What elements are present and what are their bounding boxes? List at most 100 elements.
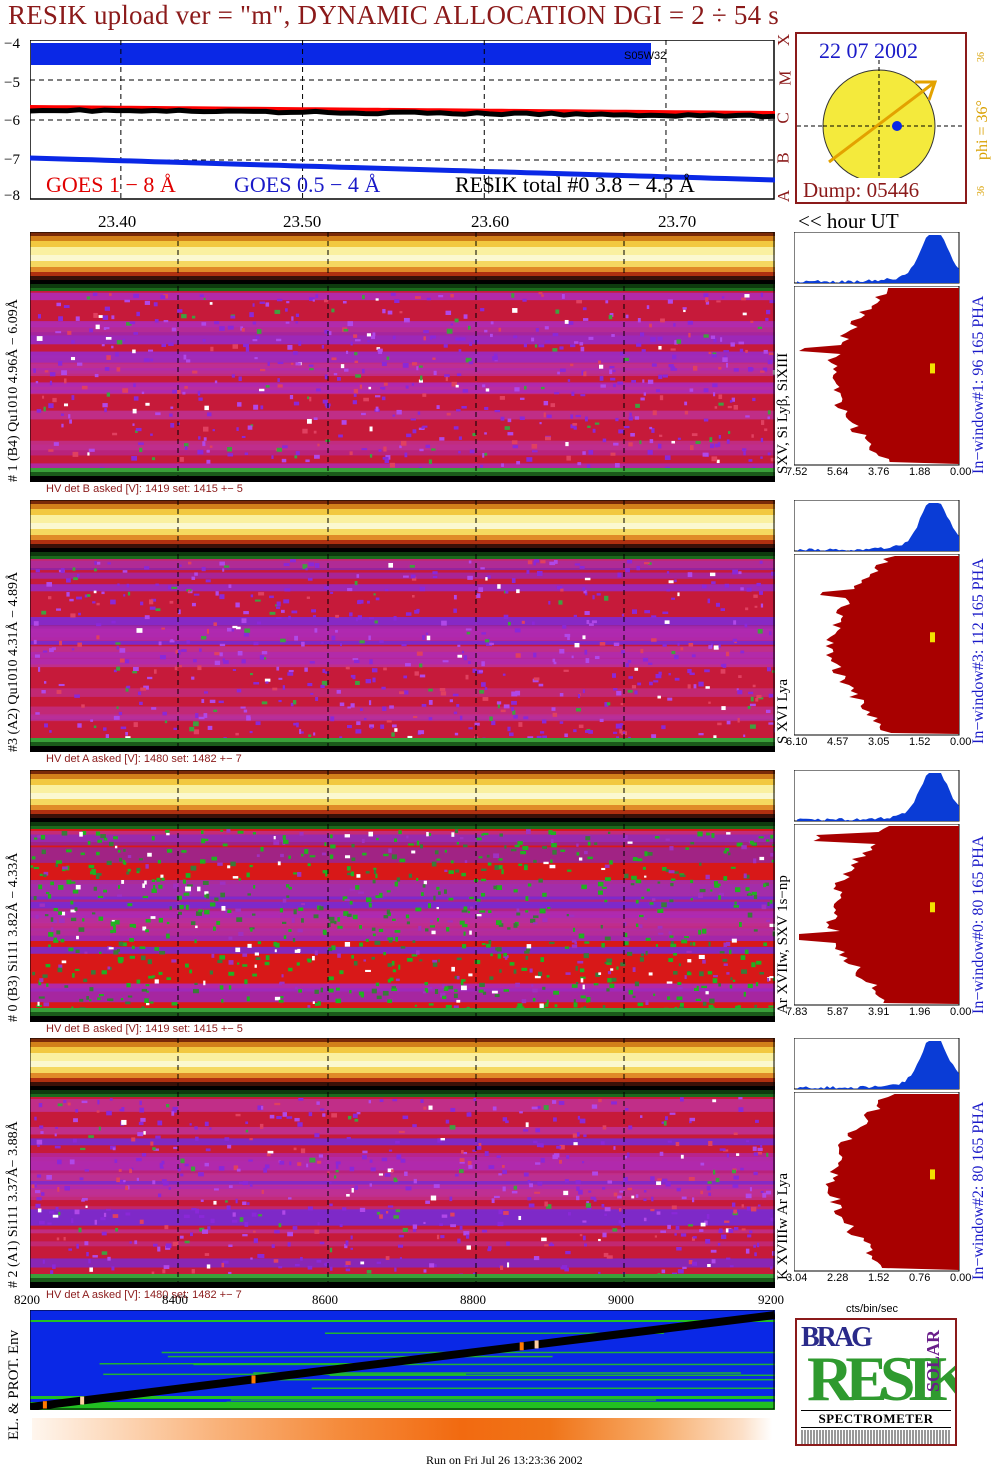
spectrum-profile <box>794 286 960 466</box>
env-marker <box>534 1340 539 1349</box>
detector-label: # 1 (B4) Qu1010 4.96Å − 6.09Å <box>6 299 21 482</box>
observation-date: 22 07 2002 <box>819 38 918 63</box>
spectrogram-panel: #3 (A2) Qu1010 4.31Å − 4.89Å HV det A ask… <box>0 500 1004 772</box>
x-tick-label: 8600 <box>312 1292 338 1307</box>
goes-series-line <box>30 107 775 120</box>
class-letter: C <box>773 112 793 124</box>
spectrogram-image <box>30 500 775 752</box>
goes-class-axis: X M C B A <box>773 26 796 210</box>
scale-tick-label: 1.88 <box>909 466 931 478</box>
annotation-label: S05W32 <box>624 50 666 62</box>
spectrum-scale: 7.52 5.64 3.76 1.88 0.00 <box>786 466 976 480</box>
env-marker <box>519 1342 524 1351</box>
spectrum-scale: 6.10 4.57 3.05 1.52 0.00 <box>786 736 976 750</box>
y-tick-label: −7 <box>4 152 20 168</box>
resik-total-bar <box>31 43 651 65</box>
cts-bin-sec-label: cts/bin/sec <box>846 1303 898 1315</box>
logo-brag: BRAG <box>801 1322 873 1353</box>
env-marker <box>251 1375 256 1384</box>
spectrogram-image <box>30 1038 775 1288</box>
legend-goes-1-8: GOES 1 − 8 Å <box>46 172 176 197</box>
activity-strip <box>32 1418 772 1440</box>
logo-resik: RESIK <box>807 1343 957 1414</box>
detector-label: # 0 (B3) Si111 3.82Å − 4.33Å <box>6 852 21 1022</box>
in-window-label: In−window#0: 80 165 PHA <box>970 835 987 1014</box>
pha-histogram <box>794 500 960 552</box>
dump-label: Dump: 05446 <box>803 178 920 202</box>
time-tick-label: 23.60 <box>471 212 510 231</box>
detector-label: # 2 (A1) Si111 3.37Å− 3.88Å <box>6 1121 21 1288</box>
hv-status: HV det A asked [V]: 1480 set: 1482 +− 7 <box>46 1289 242 1301</box>
hv-status: HV det B asked [V]: 1419 set: 1415 +− 5 <box>46 483 243 495</box>
goes-series-line <box>30 155 775 183</box>
scale-tick-label: 2.28 <box>827 1272 849 1284</box>
time-axis: 23.40 23.50 23.60 23.70 <box>30 210 775 236</box>
phi-label: phi = 36° <box>974 100 991 160</box>
x-tick-label: 9200 <box>758 1292 784 1307</box>
pha-histogram <box>794 1038 960 1090</box>
sun-disk-icon <box>797 60 965 178</box>
x-tick-label: 9000 <box>608 1292 634 1307</box>
time-tick-label: 23.70 <box>658 212 697 231</box>
scale-tick-label: 7.83 <box>786 1006 808 1018</box>
in-window-label: In−window#3: 112 165 PHA <box>970 558 987 744</box>
scale-tick-label: 0.76 <box>909 1272 931 1284</box>
logo-solar: SOLAR <box>923 1329 943 1392</box>
scale-tick-label: 5.64 <box>827 466 849 478</box>
hv-status: HV det A asked [V]: 1480 set: 1482 +− 7 <box>46 753 242 765</box>
class-letter: M <box>775 70 795 86</box>
legend-resik-total: RE$IK total #0 3.8 − 4.3 Å <box>455 172 695 197</box>
hour-ut-label: << hour UT <box>798 209 899 233</box>
spectral-lines-label: S XVI Lya <box>775 679 791 744</box>
spectrogram-panel: # 1 (B4) Qu1010 4.96Å − 6.09Å HV det B as… <box>0 232 1004 502</box>
scale-tick-label: 6.10 <box>786 736 808 748</box>
spectrum-scale: 7.83 5.87 3.91 1.96 0.00 <box>786 1006 976 1020</box>
page-title: RESIK upload ver = "m", DYNAMIC ALLOCATI… <box>8 0 779 30</box>
y-tick-label: −8 <box>4 188 20 204</box>
class-letter: B <box>773 152 793 164</box>
bottom-x-axis: 8200 8400 8600 8800 9000 9200 <box>0 1290 800 1312</box>
scale-tick-label: 0.00 <box>950 466 972 478</box>
scale-tick-label: 0.00 <box>950 1272 972 1284</box>
hv-status: HV det B asked [V]: 1419 set: 1415 +− 5 <box>46 1023 243 1035</box>
sun-position-panel: 22 07 2002 Dump: 05446 <box>795 32 967 204</box>
x-tick-label: 8800 <box>460 1292 486 1307</box>
detector-label: #3 (A2) Qu1010 4.31Å − 4.89Å <box>6 571 21 752</box>
scale-tick-label: 1.52 <box>909 736 931 748</box>
spectrogram-image <box>30 232 775 482</box>
spectrogram-image <box>30 770 775 1022</box>
env-series-line <box>30 1311 775 1410</box>
pha-histogram <box>794 770 960 822</box>
scale-tick-label: 0.00 <box>950 1006 972 1018</box>
in-window-label: In−window#2: 80 165 PHA <box>970 1101 987 1280</box>
env-axis-label: EL. & PROT. Env <box>6 1329 22 1440</box>
spectrogram-panel: # 0 (B3) Si111 3.82Å − 4.33Å HV det B ask… <box>0 770 1004 1042</box>
scale-tick-label: 3.04 <box>786 1272 808 1284</box>
scale-tick-label: 3.76 <box>868 466 890 478</box>
goes-y-axis: −4 −5 −6 −7 −8 <box>0 30 30 205</box>
x-tick-label: 8200 <box>14 1292 40 1307</box>
phi-small-top: 36 <box>976 52 987 62</box>
class-letter: A <box>774 189 794 203</box>
y-tick-label: −4 <box>4 36 20 52</box>
pha-histogram <box>794 232 960 284</box>
time-tick-label: 23.40 <box>98 212 137 231</box>
y-tick-label: −5 <box>4 75 20 91</box>
scale-tick-label: 1.52 <box>868 1272 890 1284</box>
scale-tick-label: 5.87 <box>827 1006 849 1018</box>
scale-tick-label: 0.00 <box>950 736 972 748</box>
spectral-lines-label: K XVIIIw Ar Lya <box>775 1172 791 1280</box>
spectrogram-panel: # 2 (A1) Si111 3.37Å− 3.88Å HV det A aske… <box>0 1038 1004 1308</box>
spectral-lines-label: SXV, Si Lyβ, SiXIII <box>775 352 791 474</box>
spectrum-scale: 3.04 2.28 1.52 0.76 0.00 <box>786 1272 976 1286</box>
env-marker <box>42 1401 47 1410</box>
resik-logo: BRAG RESIK SOLAR SPECTROMETER <box>795 1318 957 1446</box>
spectrum-profile <box>794 824 960 1006</box>
spectrum-profile <box>794 1092 960 1272</box>
scale-tick-label: 4.57 <box>827 736 849 748</box>
legend-goes-05-4: GOES 0.5 − 4 Å <box>234 172 381 197</box>
y-tick-label: −6 <box>4 113 20 129</box>
in-window-label: In−window#1: 96 165 PHA <box>970 295 987 474</box>
class-letter: X <box>774 33 794 47</box>
